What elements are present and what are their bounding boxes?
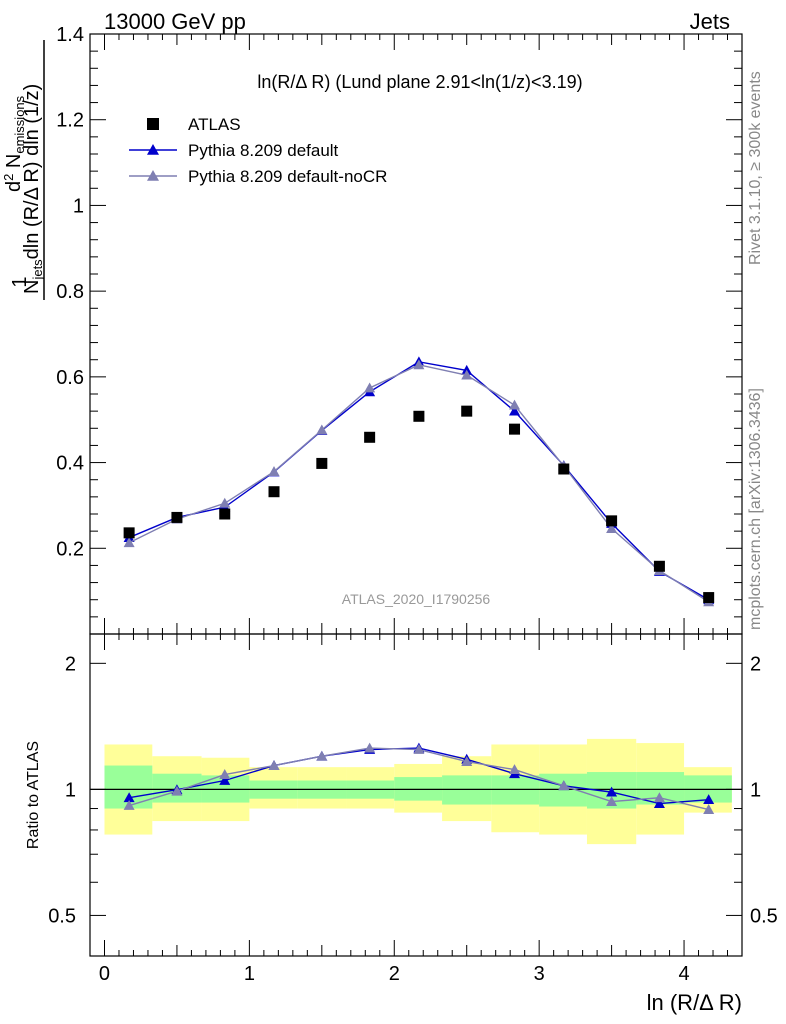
default-point bbox=[509, 405, 521, 416]
x-axis-label: ln (R/Δ R) bbox=[647, 990, 742, 1015]
atlas-point bbox=[509, 423, 521, 435]
ratio-default-point bbox=[653, 798, 665, 808]
nocr-point bbox=[413, 359, 425, 370]
x-tick-label: 2 bbox=[389, 963, 400, 985]
ratio-nocr-point bbox=[123, 800, 135, 810]
y-tick-label: 1 bbox=[73, 195, 84, 217]
ratio-default-point bbox=[606, 786, 618, 797]
legend: ATLAS Pythia 8.209 default Pythia 8.209 de… bbox=[129, 115, 387, 186]
y-tick-label: 0.8 bbox=[56, 281, 84, 303]
header-left: 13000 GeV pp bbox=[104, 9, 246, 34]
ratio-y-tick-label-right: 0.5 bbox=[750, 905, 778, 927]
ratio-nocr-point bbox=[461, 756, 473, 767]
nocr-point bbox=[606, 523, 618, 533]
ratio-y-tick-label: 2 bbox=[65, 653, 76, 675]
legend-label: Pythia 8.209 default bbox=[188, 141, 339, 160]
x-tick-label: 1 bbox=[244, 963, 255, 985]
x-tick-label: 4 bbox=[678, 963, 689, 985]
y-axis-label-denominator: Njetsdln (R/Δ R) dln (1/z) bbox=[21, 84, 45, 294]
ratio-y-tick-label: 0.5 bbox=[48, 905, 76, 927]
main-plot-title: ln(R/Δ R) (Lund plane 2.91<ln(1/z)<3.19) bbox=[257, 72, 582, 92]
atlas-point bbox=[123, 527, 135, 539]
mcplots-info: mcplots.cern.ch [arXiv:1306.3436] bbox=[747, 388, 764, 630]
atlas-point bbox=[171, 511, 183, 523]
atlas-point bbox=[316, 457, 328, 469]
nocr-point bbox=[268, 466, 280, 476]
ratio-nocr-point bbox=[653, 792, 665, 803]
nocr-point bbox=[123, 537, 135, 548]
x-tick-label: 3 bbox=[534, 963, 545, 985]
nocr-point bbox=[461, 369, 473, 380]
atlas-point bbox=[364, 431, 376, 443]
nocr-point bbox=[219, 497, 231, 508]
atlas-point bbox=[653, 560, 665, 572]
ratio-nocr-point bbox=[219, 769, 231, 779]
ratio-nocr-point bbox=[413, 744, 425, 754]
ratio-default-point bbox=[123, 792, 135, 803]
ratio-y-label: Ratio to ATLAS bbox=[25, 741, 42, 849]
atlas-point bbox=[219, 508, 231, 520]
ratio-nocr-point bbox=[606, 796, 618, 806]
ratio-plot: 0 1 2 3 4 0.5 0.5 1 1 2 2 Ratio to ATLAS ln (R/Δ R… bbox=[25, 633, 778, 1015]
ratio-frame bbox=[89, 633, 743, 957]
default-line bbox=[128, 361, 710, 601]
y-tick-label: 1.4 bbox=[56, 24, 84, 46]
ratio-default-point bbox=[219, 775, 231, 785]
ratio-y-tick-label-right: 2 bbox=[750, 653, 761, 675]
y-tick-label: 0.2 bbox=[56, 538, 84, 560]
y-tick-label: 0.6 bbox=[56, 367, 84, 389]
ratio-y-tick-label: 1 bbox=[65, 779, 76, 801]
y-tick-label: 1.2 bbox=[56, 110, 84, 132]
nocr-point bbox=[316, 424, 328, 435]
legend-nocr-marker bbox=[147, 170, 159, 181]
x-tick-label: 0 bbox=[99, 963, 110, 985]
atlas-point bbox=[558, 463, 570, 475]
nocr-point bbox=[364, 382, 376, 393]
atlas-point bbox=[268, 486, 280, 498]
y-axis-label-numerator-1: 1 bbox=[9, 276, 31, 287]
atlas-point bbox=[413, 410, 425, 422]
ratio-nocr-point bbox=[509, 764, 521, 774]
atlas-point bbox=[703, 592, 715, 604]
legend-label: ATLAS bbox=[188, 115, 241, 134]
ratio-plot-area: 0 1 2 3 4 0.5 0.5 1 1 2 2 bbox=[48, 633, 778, 985]
ratio-nocr-point bbox=[703, 804, 715, 814]
atlas-point bbox=[606, 515, 618, 527]
legend-atlas-marker bbox=[147, 118, 159, 130]
atlas-point bbox=[461, 405, 473, 417]
ratio-nocr-point bbox=[558, 780, 570, 791]
ratio-default-point bbox=[703, 794, 715, 805]
rivet-info: Rivet 3.1.10, ≥ 300k events bbox=[747, 71, 764, 265]
header-right: Jets bbox=[690, 9, 730, 34]
ratio-y-tick-label-right: 1 bbox=[750, 779, 761, 801]
ratio-nocr-point bbox=[316, 750, 328, 761]
main-plot: ln(R/Δ R) (Lund plane 2.91<ln(1/z)<3.19)… bbox=[1, 24, 743, 956]
ratio-nocr-point bbox=[171, 785, 183, 796]
nocr-line bbox=[128, 364, 710, 603]
watermark: ATLAS_2020_I1790256 bbox=[342, 591, 491, 607]
y-axis-label: 1 Njetsdln (R/Δ R) dln (1/z) d2 Nemissio… bbox=[1, 40, 45, 300]
legend-label: Pythia 8.209 default-noCR bbox=[188, 167, 387, 186]
nocr-point bbox=[509, 399, 521, 410]
y-tick-label: 0.4 bbox=[56, 453, 84, 475]
ratio-nocr-point bbox=[364, 742, 376, 753]
legend-default-marker bbox=[147, 144, 159, 155]
ratio-nocr-point bbox=[268, 760, 280, 770]
